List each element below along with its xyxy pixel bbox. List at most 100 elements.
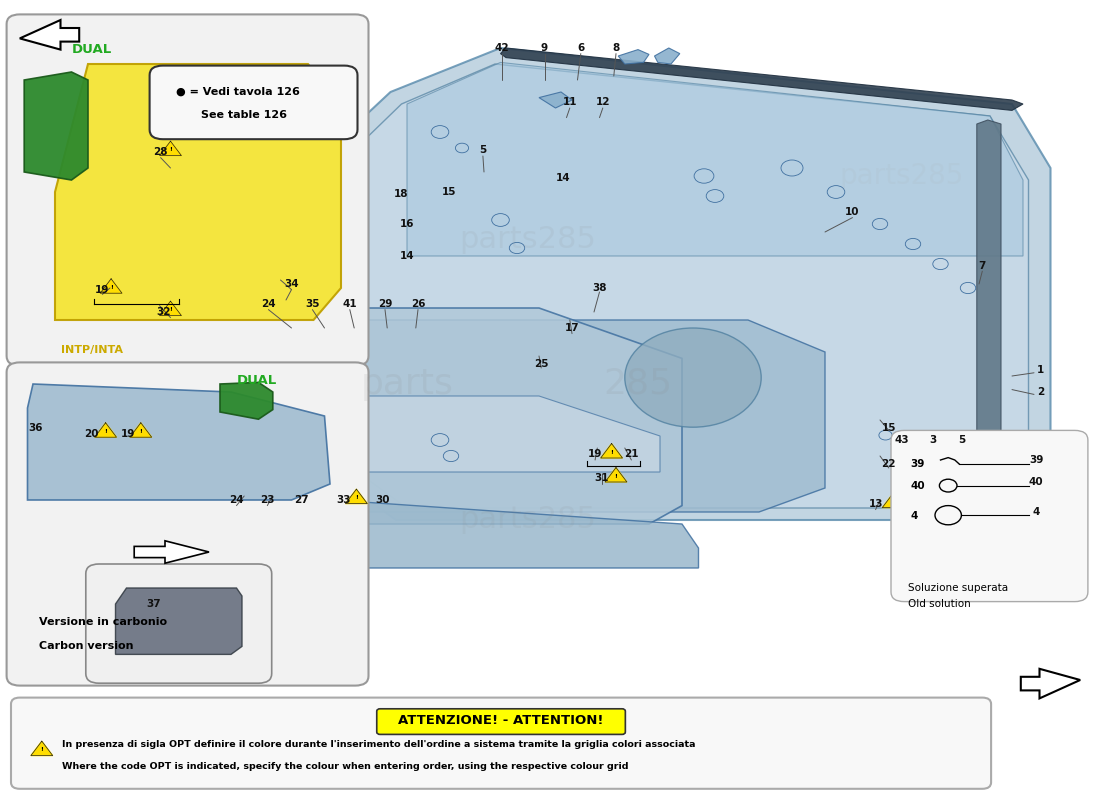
FancyBboxPatch shape [11,698,991,789]
Text: 20: 20 [84,429,99,438]
Text: 15: 15 [441,187,456,197]
Text: INTP/INTA: INTP/INTA [60,345,122,354]
Text: 26: 26 [410,299,426,309]
Polygon shape [1021,669,1080,698]
Text: 32: 32 [156,307,172,317]
Text: 2: 2 [1037,387,1044,397]
Text: 24: 24 [261,299,276,309]
Polygon shape [24,72,88,180]
Polygon shape [28,384,330,500]
FancyBboxPatch shape [150,66,358,139]
Text: 40: 40 [1028,477,1044,486]
Text: See table 126: See table 126 [201,110,287,120]
Text: 30: 30 [375,495,390,505]
Text: 25: 25 [534,359,549,369]
Text: 31: 31 [594,474,609,483]
Text: 16: 16 [399,219,415,229]
Polygon shape [31,741,53,755]
Text: !: ! [892,499,894,504]
Circle shape [625,328,761,427]
Text: !: ! [610,450,613,454]
Polygon shape [55,64,341,320]
Text: !: ! [355,495,358,500]
Polygon shape [275,396,660,472]
Text: 5: 5 [958,435,965,445]
Text: 4: 4 [1033,507,1039,517]
FancyBboxPatch shape [376,709,625,734]
Text: 42: 42 [494,43,509,53]
Polygon shape [100,279,122,293]
Text: !: ! [140,429,142,434]
Polygon shape [275,496,698,568]
FancyBboxPatch shape [7,362,369,686]
Text: 13: 13 [868,499,883,509]
Polygon shape [345,489,367,504]
Text: 9: 9 [541,43,548,53]
Polygon shape [618,50,649,64]
Text: 24: 24 [229,495,244,505]
Text: 19: 19 [95,285,110,294]
Polygon shape [539,92,572,108]
FancyBboxPatch shape [86,564,272,683]
Text: parts285: parts285 [460,226,596,254]
Polygon shape [605,467,627,482]
Text: 19: 19 [587,450,603,459]
Text: 39: 39 [1028,455,1044,465]
Polygon shape [220,382,273,419]
Text: 11: 11 [562,98,578,107]
Polygon shape [368,64,1028,508]
Text: Soluzione superata: Soluzione superata [908,583,1008,593]
Text: In presenza di sigla OPT definire il colore durante l'inserimento dell'ordine a : In presenza di sigla OPT definire il col… [62,740,695,750]
Text: 18: 18 [394,189,409,198]
Text: 6: 6 [578,43,584,53]
Text: 27: 27 [294,495,309,505]
Text: ● = Vedi tavola 126: ● = Vedi tavola 126 [176,86,300,96]
Text: 23: 23 [260,495,275,505]
Text: !: ! [110,285,112,290]
Polygon shape [95,422,117,437]
Text: Where the code OPT is indicated, specify the colour when entering order, using t: Where the code OPT is indicated, specify… [62,762,628,771]
Polygon shape [601,443,623,458]
Text: 12: 12 [595,98,610,107]
Text: 14: 14 [399,251,415,261]
Text: 15: 15 [881,423,896,433]
Text: !: ! [41,747,43,752]
Text: 22: 22 [881,459,896,469]
Text: 285: 285 [604,367,672,401]
Text: !: ! [169,147,172,152]
Text: 8: 8 [613,43,619,53]
Polygon shape [977,120,1001,452]
Text: Versione in carbonio: Versione in carbonio [39,617,166,626]
Text: 35: 35 [305,299,320,309]
Polygon shape [116,588,242,654]
Text: 19: 19 [120,429,135,438]
Text: 3: 3 [930,435,936,445]
Text: 5: 5 [480,146,486,155]
Text: 39: 39 [911,459,925,469]
Polygon shape [130,422,152,437]
Polygon shape [248,308,682,524]
Text: parts: parts [361,367,453,401]
Text: !: ! [169,307,172,312]
Polygon shape [20,20,79,50]
Text: 28: 28 [153,147,168,157]
Text: !: ! [104,429,107,434]
Text: DUAL: DUAL [236,374,277,387]
Text: 4: 4 [911,511,918,521]
Text: 36: 36 [28,423,43,433]
Polygon shape [352,320,825,512]
Text: 1: 1 [1037,366,1044,375]
Polygon shape [160,141,182,155]
Text: 34: 34 [284,279,299,289]
Text: Carbon version: Carbon version [39,641,133,650]
Text: 10: 10 [845,207,860,217]
Text: 17: 17 [564,323,580,333]
Text: 33: 33 [336,495,351,505]
Text: 14: 14 [556,173,571,182]
Polygon shape [882,493,904,508]
Text: Old solution: Old solution [908,599,970,609]
Text: parts285: parts285 [839,162,965,190]
Text: 21: 21 [624,450,639,459]
Text: 40: 40 [911,481,925,490]
Polygon shape [134,541,209,563]
